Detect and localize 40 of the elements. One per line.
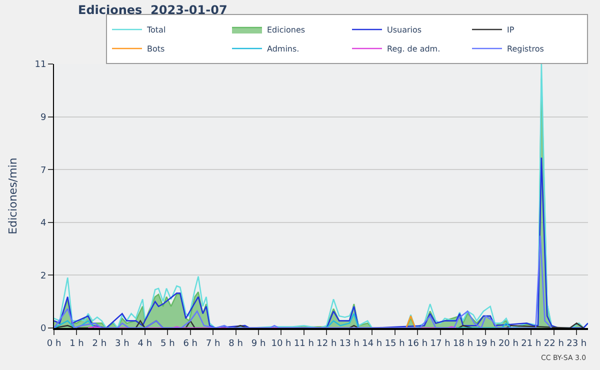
- x-tick-label: 10 h: [271, 338, 292, 349]
- legend-label: Usuarios: [387, 26, 422, 35]
- y-tick-label: 2: [40, 271, 46, 282]
- x-tick-label: 8 h: [228, 338, 243, 349]
- legend-label: Registros: [507, 44, 544, 54]
- x-tick-label: 15 h: [384, 338, 405, 349]
- x-tick-label: 19 h: [476, 338, 496, 349]
- legend-label: IP: [507, 26, 514, 35]
- legend-label: Bots: [147, 44, 165, 54]
- y-tick-label: 7: [40, 166, 46, 176]
- x-tick-label: 9 h: [251, 338, 266, 349]
- x-tick-label: 16 h: [408, 338, 428, 349]
- x-tick-label: 12 h: [316, 338, 337, 349]
- y-tick-label: 0: [40, 324, 46, 334]
- x-tick-label: 2 h: [92, 338, 107, 349]
- x-tick-label: 6 h: [183, 338, 198, 349]
- x-tick-label: 14 h: [362, 338, 382, 349]
- x-tick-label: 3 h: [115, 338, 130, 349]
- y-tick-label: 4: [40, 218, 46, 229]
- x-tick-label: 0 h: [46, 338, 62, 349]
- legend-label: Admins.: [267, 44, 300, 54]
- chart-title: Ediciones 2023-01-07: [78, 2, 228, 17]
- x-tick-label: 4 h: [138, 338, 152, 349]
- y-tick-label: 9: [40, 112, 46, 123]
- x-tick-label: 23 h: [566, 338, 587, 349]
- x-tick-label: 13 h: [339, 338, 360, 349]
- x-tick-label: 11 h: [294, 338, 314, 349]
- x-tick-label: 20 h: [498, 338, 518, 349]
- x-tick-label: 18 h: [453, 338, 474, 349]
- x-tick-label: 21 h: [521, 338, 542, 349]
- y-axis-title: Ediciones/min: [6, 158, 20, 234]
- x-tick-label: 1 h: [70, 338, 84, 349]
- x-tick-label: 7 h: [206, 338, 220, 349]
- y-tick-label: 11: [34, 60, 46, 70]
- x-tick-label: 22 h: [544, 338, 564, 349]
- x-tick-label: 17 h: [430, 338, 450, 349]
- legend-label: Reg. de adm.: [387, 44, 440, 54]
- x-tick-label: 5 h: [160, 338, 175, 349]
- legend-label: Ediciones: [267, 26, 306, 35]
- legend-label: Total: [146, 26, 166, 35]
